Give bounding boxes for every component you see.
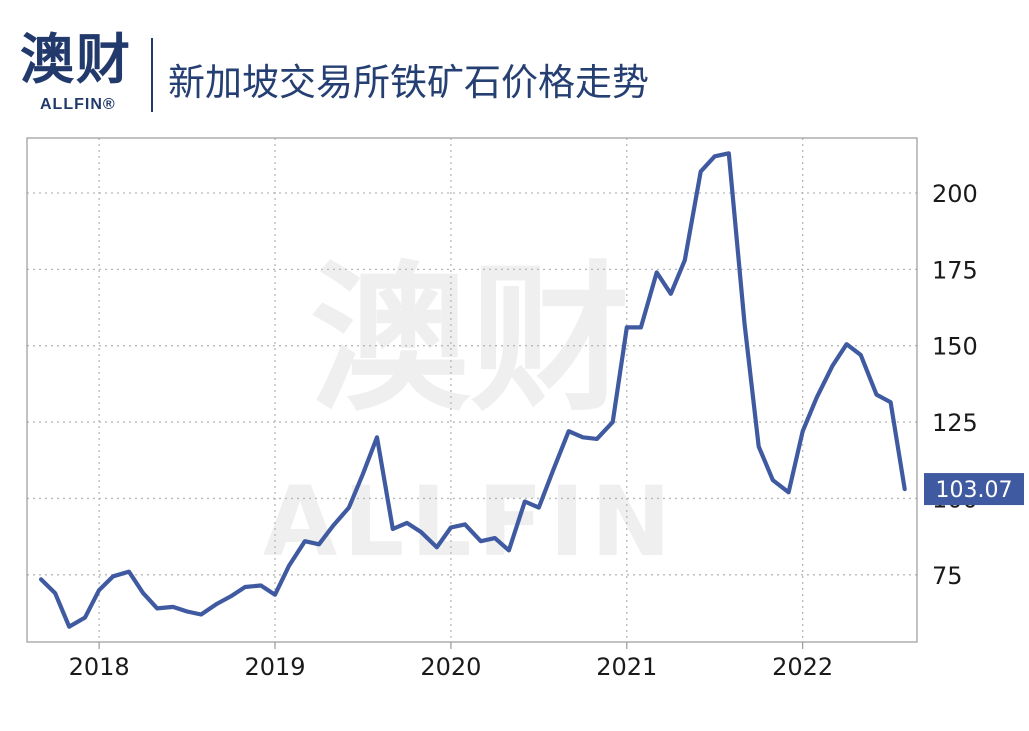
- watermark-sub: ALLFIN: [263, 466, 677, 578]
- y-tick-label: 125: [932, 409, 978, 437]
- x-tick-label: 2021: [596, 653, 657, 681]
- y-tick-label: 75: [932, 562, 963, 590]
- x-axis: 2018 2019 2020 2021 2022: [69, 642, 833, 681]
- series-line: [38, 151, 907, 629]
- last-value-box: [924, 473, 1024, 506]
- grid: [27, 138, 917, 642]
- plot-frame: [26, 137, 918, 643]
- x-tick-label: 2019: [244, 653, 305, 681]
- watermark: 澳财 ALLFIN: [263, 246, 677, 578]
- header: 澳财 ALLFIN® 新加坡交易所铁矿石价格走势: [0, 0, 1029, 125]
- line-chart: 澳财 ALLFIN 75100125150175200 201820192020…: [26, 137, 1024, 681]
- header-divider: [151, 38, 153, 112]
- watermark-main: 澳财: [310, 246, 630, 433]
- x-tick-label: 2018: [69, 653, 130, 681]
- chart-title: 新加坡交易所铁矿石价格走势: [168, 61, 649, 104]
- logo-text: 澳财: [20, 28, 132, 91]
- series-group: [38, 151, 907, 629]
- y-tick-label: 175: [932, 256, 978, 284]
- last-value-label: 103.07: [936, 478, 1013, 503]
- y-tick-label: 200: [932, 180, 978, 208]
- allfin-logo: 澳财 ALLFIN®: [20, 28, 140, 120]
- x-tick-label: 2020: [420, 653, 481, 681]
- logo-subtext: ALLFIN®: [40, 96, 116, 113]
- y-axis: 75100125150175200: [932, 180, 978, 590]
- last-value-badge: 103.07: [924, 473, 1024, 506]
- y-tick-label: 150: [932, 333, 978, 361]
- x-tick-label: 2022: [772, 653, 833, 681]
